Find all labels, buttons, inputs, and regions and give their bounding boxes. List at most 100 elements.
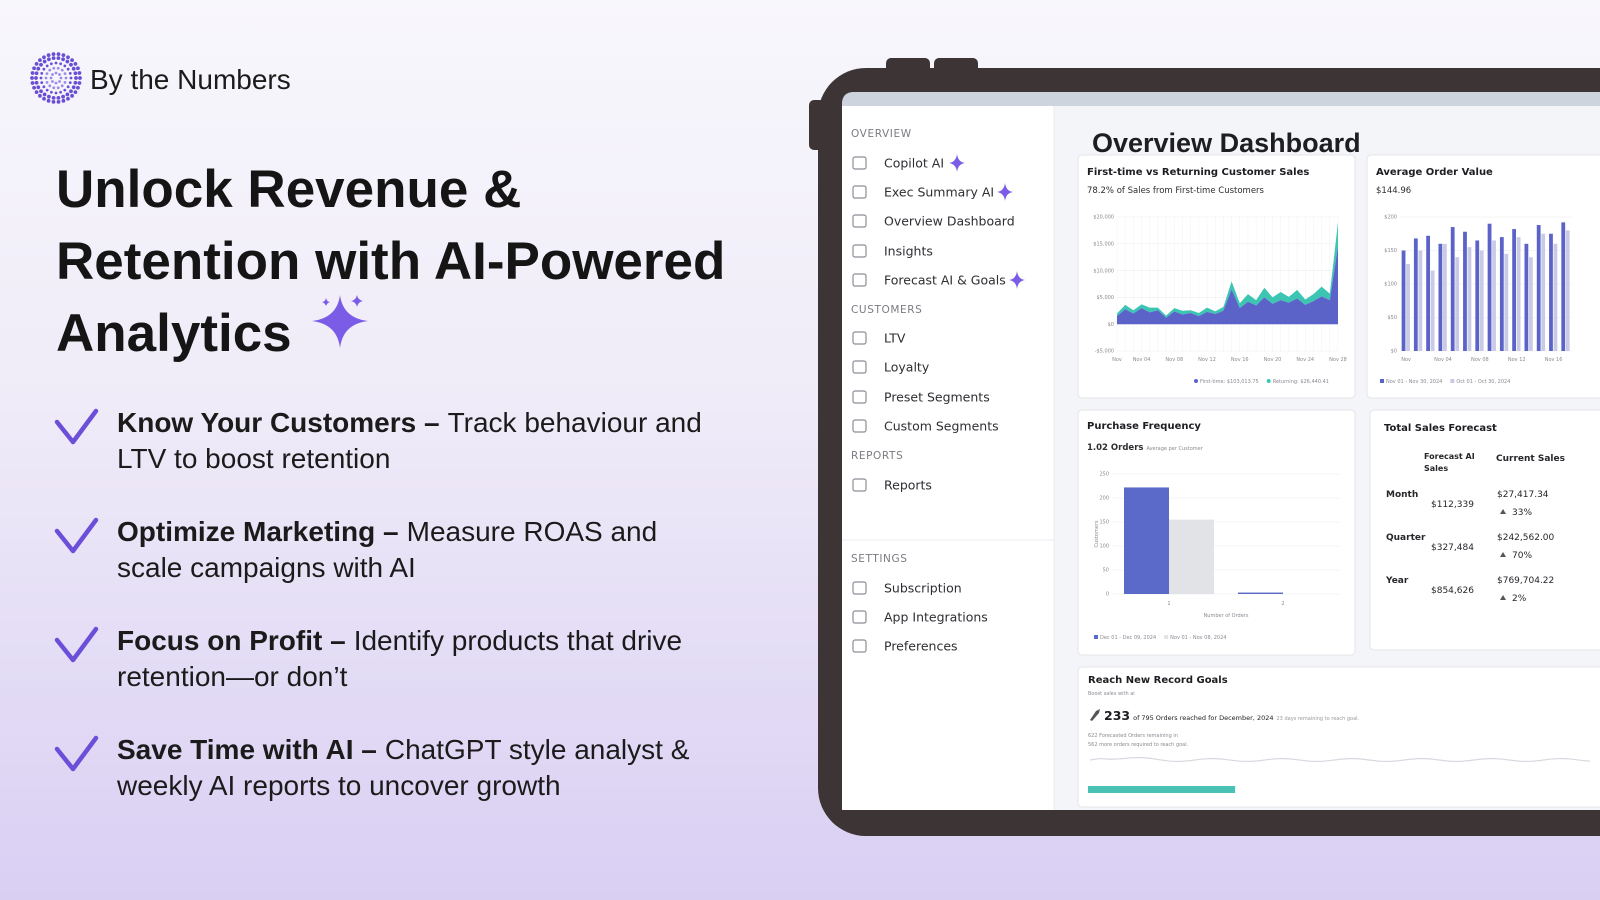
logo-dot xyxy=(68,71,72,75)
table-header: Forecast AI Sales xyxy=(1424,452,1475,473)
x-tick-label: Nov xyxy=(1401,357,1411,363)
logo-dot xyxy=(47,57,51,62)
logo-dot xyxy=(38,93,42,98)
sidebar-item[interactable]: Overview Dashboard xyxy=(852,214,1015,229)
logo-dot xyxy=(61,57,65,62)
logo-dot xyxy=(61,53,66,58)
logo-dot xyxy=(51,95,56,100)
logo-dot xyxy=(63,80,67,84)
logo-dot xyxy=(77,71,82,75)
sidebar-item[interactable]: Preferences xyxy=(852,639,958,654)
checkmark xyxy=(54,408,99,445)
sidebar-item[interactable]: Subscription xyxy=(852,581,962,596)
sidebar-label: Forecast AI & Goals xyxy=(884,273,1006,288)
sidebar-icon xyxy=(852,639,867,653)
y-tick-label: -$5,000 xyxy=(1095,349,1114,355)
card xyxy=(1077,666,1600,808)
logo-dot xyxy=(47,94,51,99)
logo-dot xyxy=(30,81,35,85)
sidebar-icon xyxy=(852,331,867,345)
bar xyxy=(1443,243,1447,351)
bar xyxy=(1565,230,1570,351)
goal-of: of xyxy=(1133,714,1140,722)
logo-dot xyxy=(65,92,70,97)
logo-dot xyxy=(63,88,67,92)
logo-dot xyxy=(40,71,44,75)
row-label: Month xyxy=(1386,490,1418,500)
sidebar-label: Preferences xyxy=(884,639,958,654)
logo-dot xyxy=(59,62,63,66)
sidebar-item[interactable]: Copilot AI xyxy=(852,154,965,172)
feature-text: weekly AI reports to uncover growth xyxy=(116,770,561,801)
sidebar-item[interactable]: Exec Summary AI xyxy=(852,183,1013,201)
logo-dot xyxy=(69,89,73,94)
x-tick-label: Nov 20 xyxy=(1264,357,1282,363)
sidebar-item[interactable]: Insights xyxy=(852,244,933,259)
x-tick-label: Nov 16 xyxy=(1545,357,1563,363)
logo-dot xyxy=(56,86,60,90)
feature-text: Measure ROAS and xyxy=(407,516,658,547)
sidebar-section: SETTINGS xyxy=(851,553,908,565)
sidebar-item[interactable]: LTV xyxy=(852,331,906,346)
card xyxy=(1369,409,1600,651)
logo-dot xyxy=(70,93,74,98)
logo-dot xyxy=(64,76,68,80)
bar xyxy=(1529,257,1533,351)
sidebar-icon xyxy=(852,156,867,170)
sidebar-item[interactable]: Loyalty xyxy=(852,360,930,375)
y-tick-label: $100 xyxy=(1384,282,1397,288)
trend-line xyxy=(1089,756,1591,763)
logo-dot xyxy=(36,66,41,71)
bar xyxy=(1561,222,1566,351)
sidebar-item[interactable]: Reports xyxy=(852,478,932,493)
current-value: $769,704.22 xyxy=(1497,576,1554,586)
sidebar-label: Custom Segments xyxy=(884,419,999,434)
logo-dot xyxy=(36,85,41,90)
card-subtitle: Boost sales with ai xyxy=(1088,691,1135,697)
logo-dot xyxy=(51,56,56,61)
sidebar-item[interactable]: Preset Segments xyxy=(852,390,990,405)
logo-dot xyxy=(77,81,82,85)
current-value: $27,417.34 xyxy=(1497,490,1549,500)
subtitle-value: 1.02 Orders xyxy=(1087,443,1143,453)
logo-dot xyxy=(70,58,74,63)
logo-dot xyxy=(46,53,51,58)
legend-label: Oct 01 - Oct 30, 2024 xyxy=(1456,379,1510,385)
card-subtitle: $144.96 xyxy=(1376,186,1411,196)
headline: Analytics xyxy=(56,304,292,363)
sparkle xyxy=(322,298,330,306)
sidebar-label: Overview Dashboard xyxy=(884,214,1015,229)
logo-dot xyxy=(42,59,47,64)
logo-dot xyxy=(61,98,66,103)
bar xyxy=(1536,225,1541,351)
goal-note: 622 Forecasted Orders remaining in xyxy=(1088,733,1178,739)
logo-dot xyxy=(44,76,48,80)
feature-text: retention—or don’t xyxy=(117,661,348,692)
logo-dot xyxy=(39,76,43,80)
x-tick-label: Nov 08 xyxy=(1471,357,1489,363)
bar xyxy=(1463,231,1467,351)
sidebar-item[interactable]: Custom Segments xyxy=(852,419,999,434)
sidebar-item[interactable]: App Integrations xyxy=(852,610,988,625)
legend-swatch xyxy=(1094,635,1098,639)
sidebar-icon xyxy=(852,244,867,258)
sidebar-item[interactable]: Forecast AI & Goals xyxy=(852,271,1025,289)
forecast-value: $854,626 xyxy=(1431,586,1474,596)
card-title: First-time vs Returning Customer Sales xyxy=(1087,167,1309,178)
x-tick-label: Nov 04 xyxy=(1133,357,1151,363)
table-header-text: Forecast AI Sales xyxy=(1424,452,1475,473)
logo-dot xyxy=(45,80,49,84)
brand: By the Numbers xyxy=(90,64,291,95)
sidebar-label: App Integrations xyxy=(884,610,988,625)
x-tick-label: Nov xyxy=(1112,357,1122,363)
sidebar-label: Reports xyxy=(884,478,932,493)
change-arrow xyxy=(1500,509,1506,514)
x-tick-label: Nov 16 xyxy=(1231,357,1249,363)
logo-dot xyxy=(73,71,78,76)
change-arrow xyxy=(1500,552,1506,557)
bar xyxy=(1426,235,1431,351)
bar xyxy=(1169,519,1214,594)
legend-swatch xyxy=(1266,379,1271,383)
y-tick-label: 100 xyxy=(1099,544,1109,550)
